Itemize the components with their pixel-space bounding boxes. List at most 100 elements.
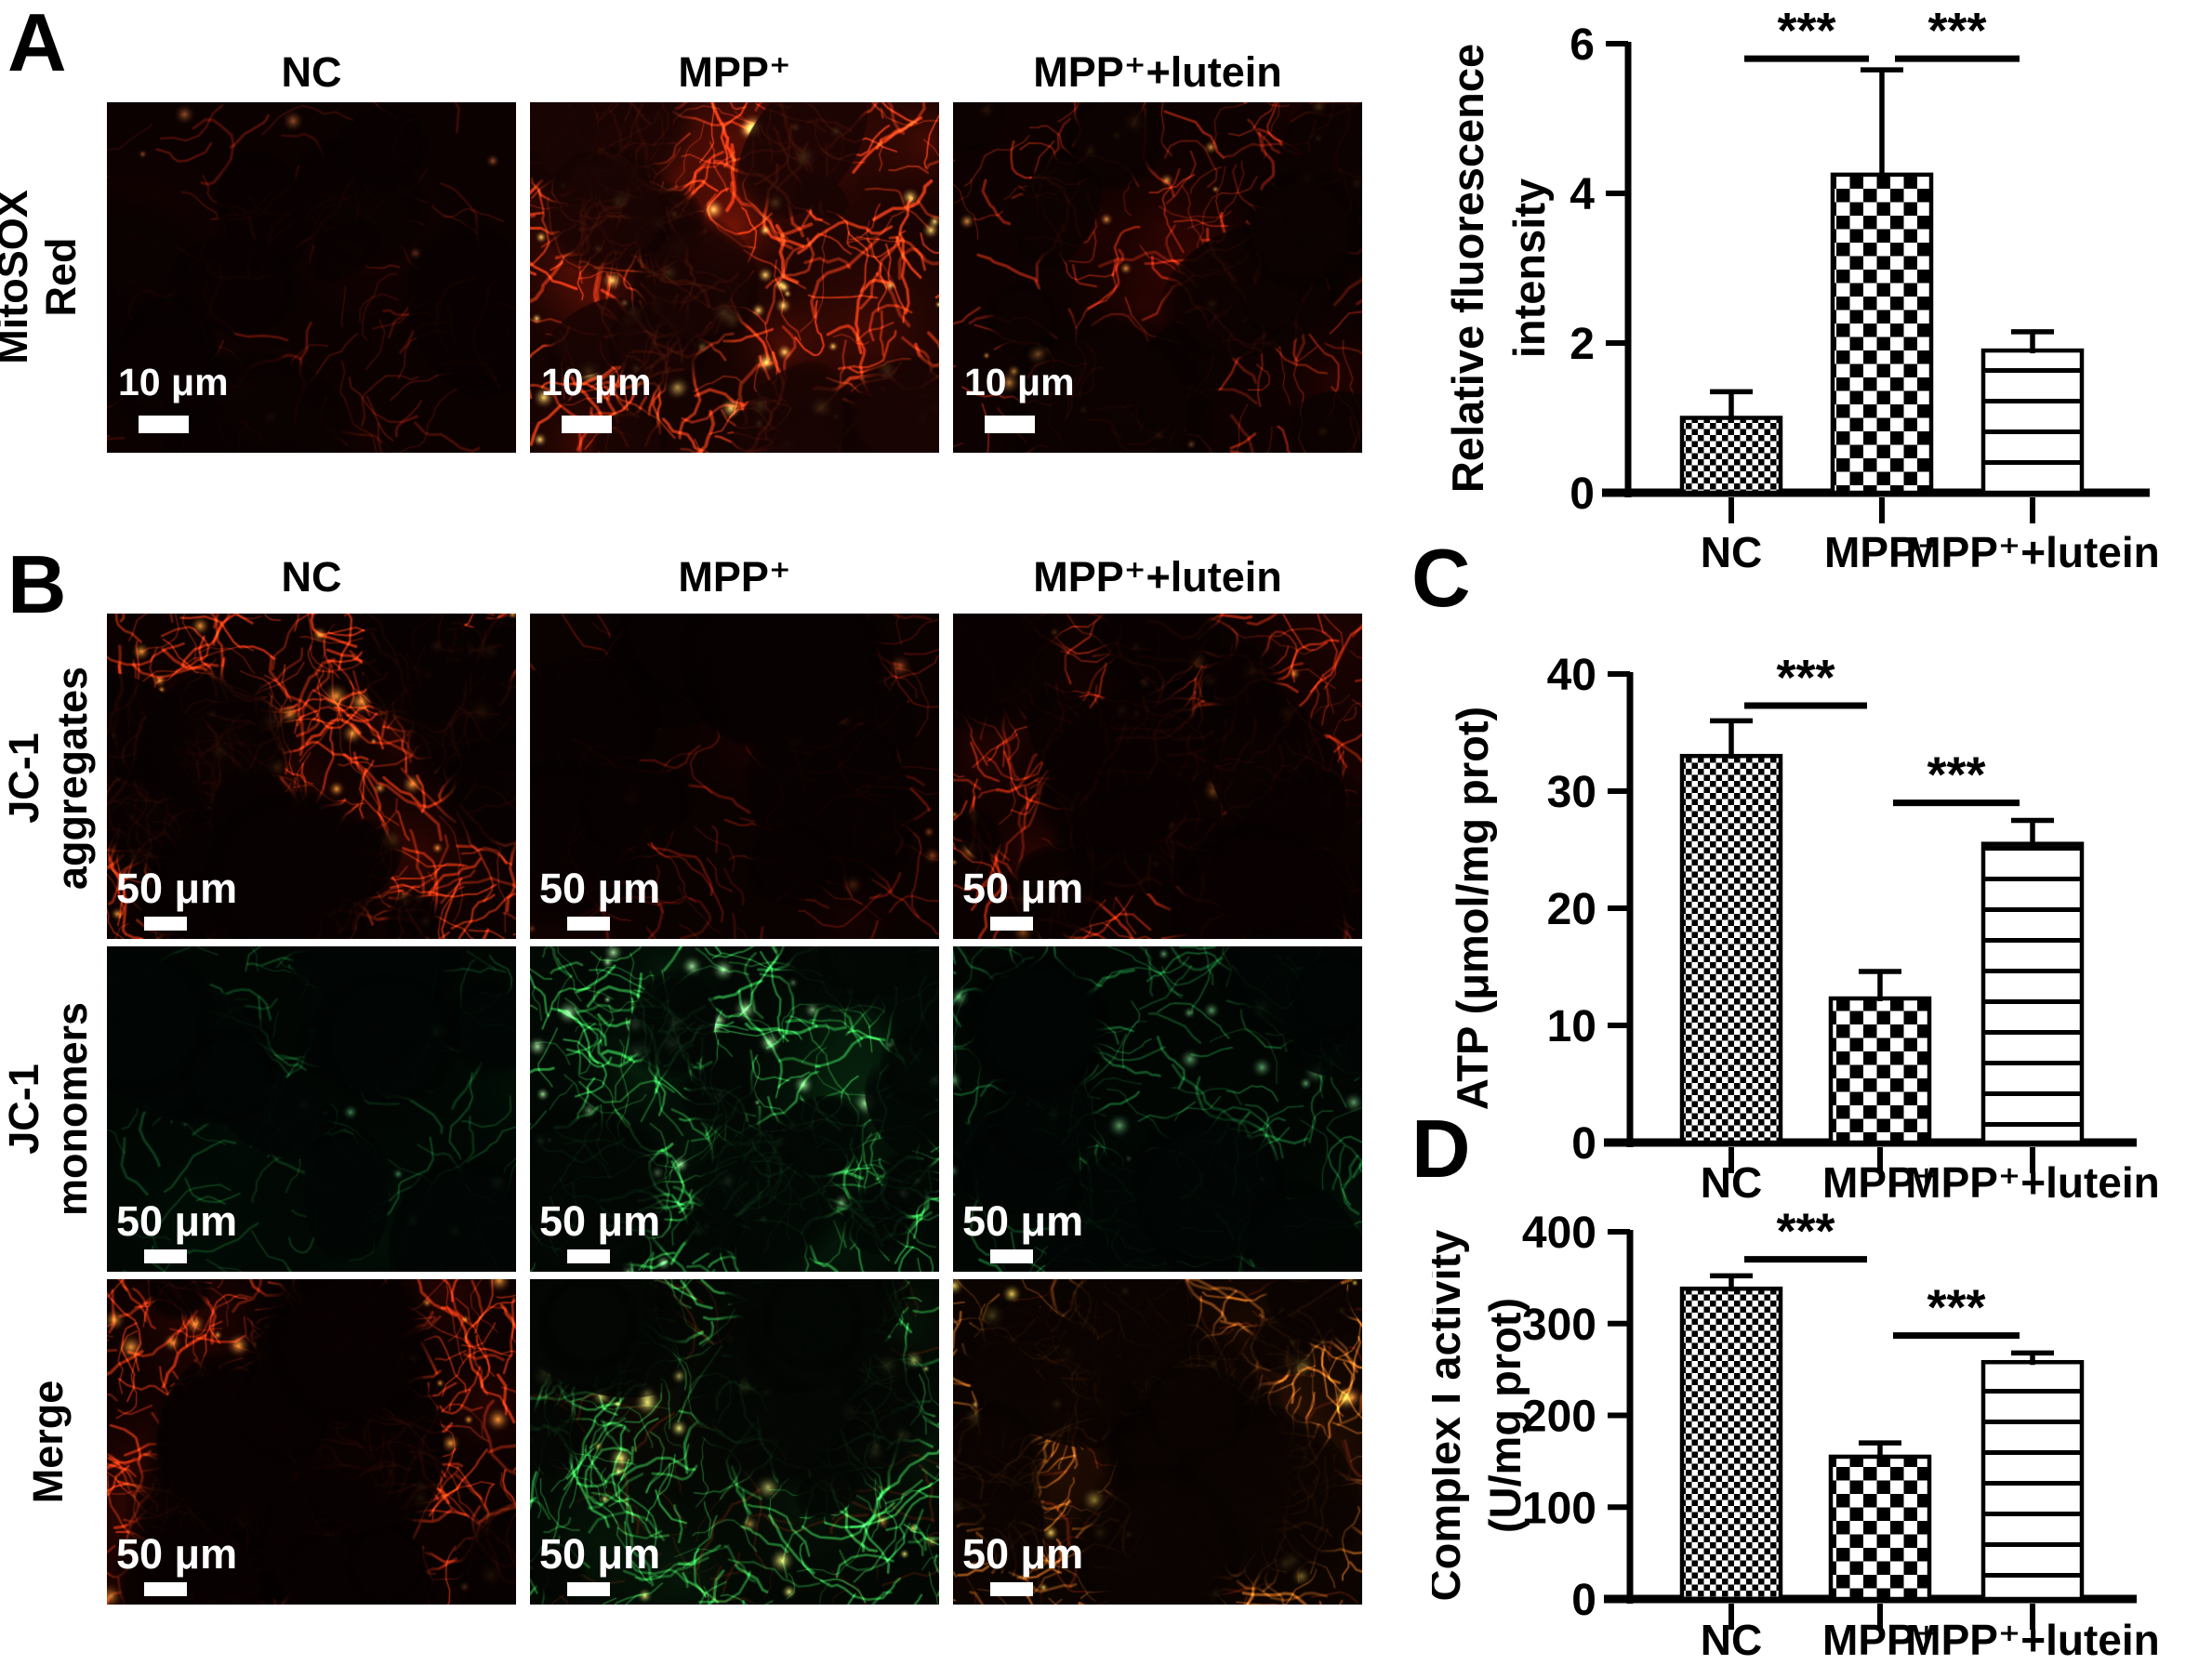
scale-bar-label: 50 μm bbox=[116, 1197, 238, 1245]
scale-bar bbox=[567, 1249, 610, 1263]
micrograph-mitosox-mpp: 10 μm bbox=[530, 102, 939, 453]
scale-bar-label: 10 μm bbox=[118, 361, 229, 403]
y-tick-label: 0 bbox=[1571, 1576, 1596, 1625]
y-tick-label: 30 bbox=[1547, 768, 1596, 817]
x-tick-label: MPP⁺+lutein bbox=[1905, 528, 2159, 576]
panel-b-row-label-merge: Merge bbox=[0, 1275, 97, 1609]
row-label-line: Merge bbox=[24, 1380, 72, 1504]
fluorescence-image bbox=[107, 102, 516, 453]
scale-bar bbox=[567, 1582, 610, 1596]
y-tick-label: 40 bbox=[1547, 651, 1596, 700]
y-tick-label: 0 bbox=[1570, 469, 1595, 519]
y-axis-title: intensity bbox=[1504, 178, 1554, 358]
scale-bar-label: 50 μm bbox=[962, 1197, 1084, 1245]
fluorescence-image bbox=[530, 102, 939, 453]
micrograph-monomers-mpp-lutein: 50 μm bbox=[953, 946, 1362, 1272]
panel-a-col-header-mpp-lutein: MPP⁺+lutein bbox=[1033, 48, 1282, 96]
scale-bar-label: 50 μm bbox=[539, 1530, 661, 1578]
row-label-line: MitoSOX bbox=[0, 190, 36, 364]
panel-c-letter: C bbox=[1411, 532, 1471, 624]
micrograph-mitosox-nc: 10 μm bbox=[107, 102, 516, 453]
fluorescence-image bbox=[530, 946, 939, 1272]
y-tick-label: 200 bbox=[1522, 1393, 1596, 1442]
panel-b-row-label-monomers: JC-1 monomers bbox=[0, 942, 97, 1276]
micrograph-mitosox-mpp-lutein: 10 μm bbox=[953, 102, 1362, 453]
bar-NC bbox=[1679, 753, 1783, 1145]
bar-NC bbox=[1679, 416, 1783, 495]
y-tick-label: 2 bbox=[1570, 320, 1595, 369]
y-tick-label: 6 bbox=[1570, 20, 1595, 70]
chart-relative-fluorescence-intensity: 0 2 4 6 Relative fluorescence intensity NC MPP⁺… bbox=[1443, 3, 2160, 576]
scale-bar bbox=[144, 1582, 187, 1596]
scale-bar bbox=[990, 917, 1033, 931]
micrograph-merge-mpp: 50 μm bbox=[530, 1279, 939, 1605]
row-label-line: aggregates bbox=[48, 666, 96, 891]
fluorescence-image bbox=[953, 946, 1362, 1272]
scale-bar-label: 10 μm bbox=[541, 361, 652, 403]
y-axis-title: Complex I activity bbox=[1432, 1230, 1469, 1602]
panel-d-letter: D bbox=[1411, 1103, 1471, 1195]
scale-bar bbox=[567, 917, 610, 931]
scale-bar bbox=[562, 416, 612, 433]
scale-bar bbox=[990, 1249, 1033, 1263]
bar-MPP⁺ bbox=[1828, 1454, 1932, 1602]
bar-MPP⁺+lutein bbox=[1980, 1359, 2085, 1602]
y-tick-label: 100 bbox=[1522, 1484, 1596, 1533]
panel-a-col-header-nc: NC bbox=[281, 48, 342, 96]
x-tick-label: MPP⁺+lutein bbox=[1905, 1616, 2159, 1664]
x-tick-label: MPP⁺ bbox=[1822, 1158, 1938, 1207]
y-axis-title: ATP (μmol/mg prot) bbox=[1448, 707, 1497, 1110]
micrograph-monomers-nc: 50 μm bbox=[107, 946, 516, 1272]
y-tick-label: 0 bbox=[1571, 1119, 1596, 1169]
y-tick-label: 10 bbox=[1547, 1002, 1596, 1051]
fluorescence-image bbox=[107, 946, 516, 1272]
x-tick-label: NC bbox=[1701, 1616, 1762, 1664]
scale-bar-label: 50 μm bbox=[539, 865, 661, 912]
x-tick-label: MPP⁺ bbox=[1822, 1616, 1938, 1664]
significance-stars: *** bbox=[1927, 747, 1985, 803]
bar-MPP⁺+lutein bbox=[1980, 841, 2085, 1145]
fluorescence-image bbox=[530, 614, 939, 939]
scale-bar bbox=[985, 416, 1035, 433]
y-axis-title: (U/mg prot) bbox=[1480, 1298, 1530, 1533]
micrograph-aggregates-nc: 50 μm bbox=[107, 614, 516, 939]
bar-MPP⁺ bbox=[1830, 172, 1934, 495]
y-tick-label: 300 bbox=[1522, 1301, 1596, 1350]
panel-a-row-label: MitoSOX Red bbox=[0, 100, 85, 454]
panel-b-letter: B bbox=[7, 538, 67, 630]
x-tick-label: MPP⁺+lutein bbox=[1905, 1158, 2159, 1207]
fluorescence-image bbox=[953, 1279, 1362, 1605]
micrograph-monomers-mpp: 50 μm bbox=[530, 946, 939, 1272]
significance-stars: *** bbox=[1777, 3, 1835, 59]
micrograph-merge-mpp-lutein: 50 μm bbox=[953, 1279, 1362, 1605]
significance-stars: *** bbox=[1927, 1280, 1985, 1336]
scale-bar-label: 50 μm bbox=[116, 1530, 238, 1578]
y-axis-title: Relative fluorescence bbox=[1443, 44, 1492, 493]
fluorescence-image bbox=[107, 614, 516, 939]
panel-a-col-header-mpp: MPP⁺ bbox=[678, 48, 791, 96]
bar-MPP⁺ bbox=[1828, 996, 1932, 1145]
significance-stars: *** bbox=[1776, 650, 1835, 706]
scale-bar bbox=[144, 1249, 187, 1263]
x-tick-label: NC bbox=[1701, 1158, 1762, 1207]
panel-a-letter: A bbox=[7, 0, 67, 88]
fluorescence-image bbox=[953, 102, 1362, 453]
micrograph-merge-nc: 50 μm bbox=[107, 1279, 516, 1605]
row-label-line: JC-1 bbox=[0, 733, 47, 824]
significance-stars: *** bbox=[1927, 3, 1986, 59]
scale-bar bbox=[144, 917, 187, 931]
chart-complex-i-activity: 0 100 200 300 400 Complex I activity (U/mg pro… bbox=[1432, 1204, 2160, 1664]
bar-NC bbox=[1679, 1286, 1783, 1602]
fluorescence-image bbox=[530, 1279, 939, 1605]
scale-bar-label: 50 μm bbox=[962, 865, 1084, 912]
row-label-line: JC-1 bbox=[0, 1064, 47, 1155]
panel-b-col-header-nc: NC bbox=[281, 553, 342, 601]
x-tick-label: NC bbox=[1701, 528, 1762, 576]
panel-b-col-header-mpp-lutein: MPP⁺+lutein bbox=[1033, 553, 1282, 601]
panel-b-row-label-aggregates: JC-1 aggregates bbox=[0, 611, 97, 945]
scale-bar-label: 50 μm bbox=[962, 1530, 1084, 1578]
fluorescence-image bbox=[107, 1279, 516, 1605]
panel-b-col-header-mpp: MPP⁺ bbox=[678, 553, 791, 601]
y-tick-label: 20 bbox=[1547, 885, 1596, 934]
scale-bar-label: 50 μm bbox=[116, 865, 238, 912]
